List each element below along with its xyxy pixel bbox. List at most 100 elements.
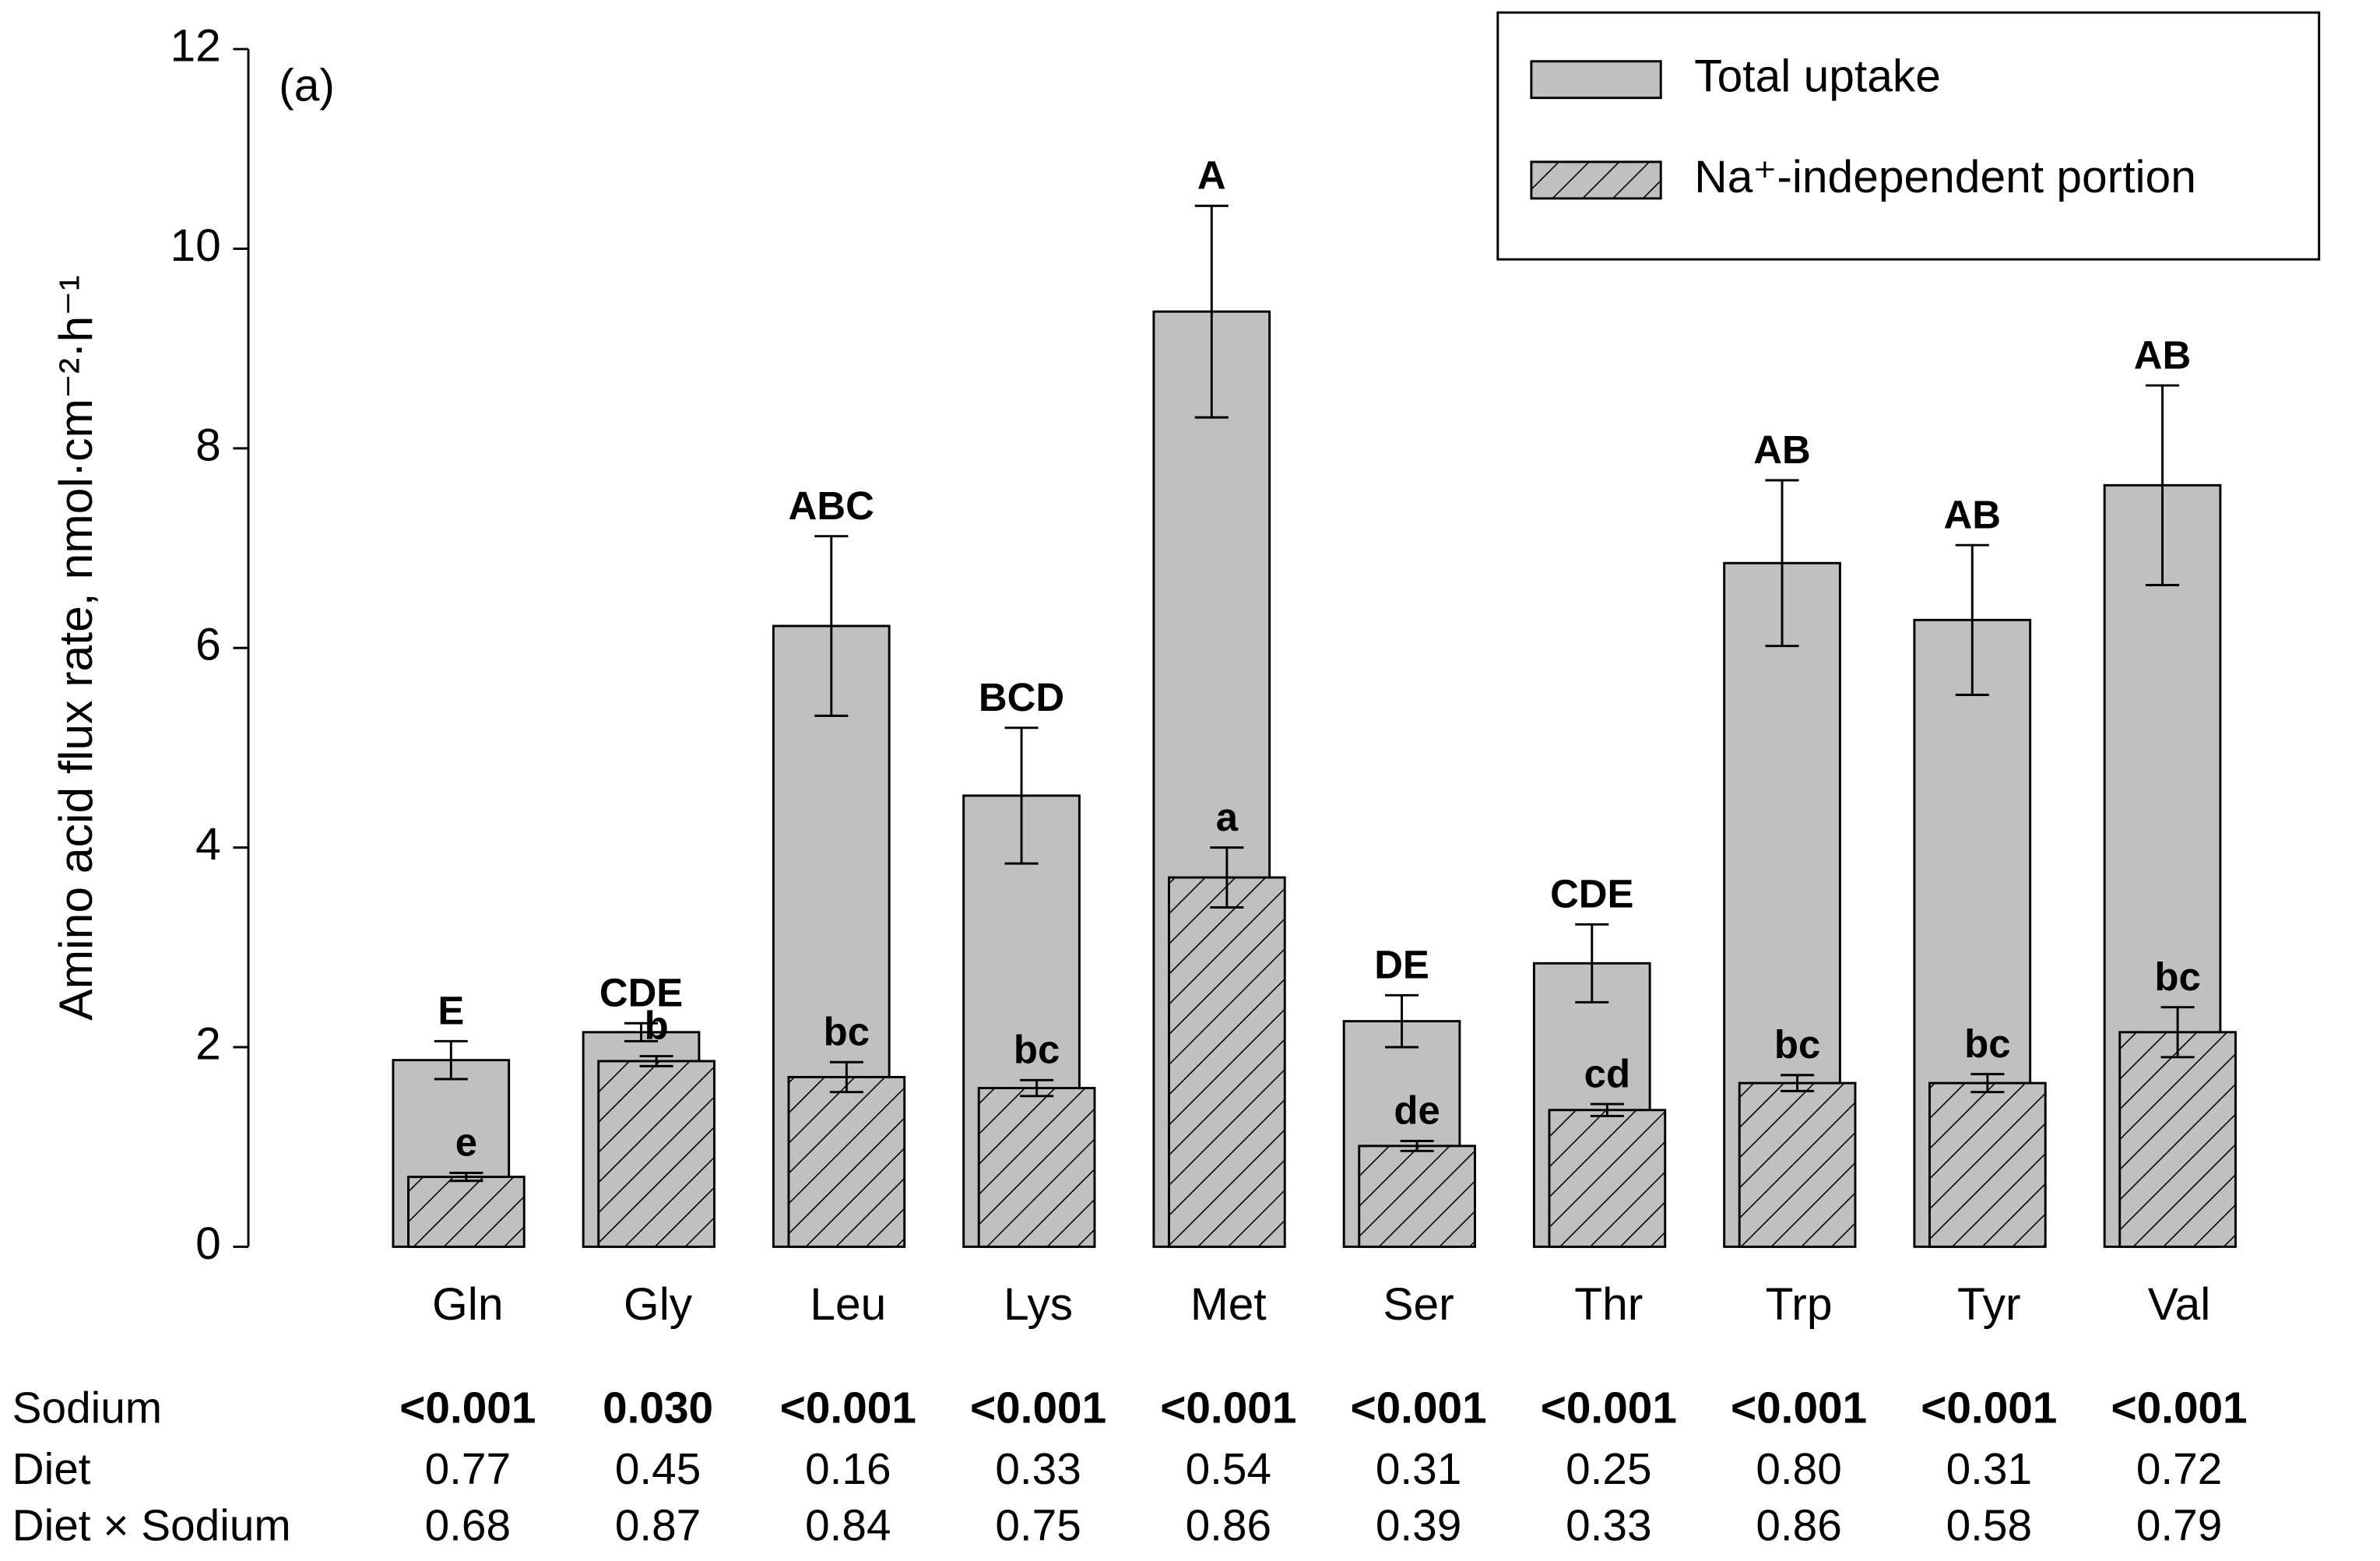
bar bbox=[407, 1176, 526, 1248]
x-tick-label: Met bbox=[1190, 1279, 1267, 1330]
table-cell: 0.75 bbox=[995, 1501, 1081, 1550]
y-tick-label: 2 bbox=[195, 1019, 221, 1070]
significance-letter: de bbox=[1394, 1088, 1440, 1133]
table-cell: 0.84 bbox=[805, 1501, 891, 1550]
x-tick-label: Thr bbox=[1574, 1279, 1643, 1330]
error-bar bbox=[1004, 726, 1039, 865]
y-tick-label: 0 bbox=[195, 1218, 221, 1269]
error-bar bbox=[1590, 1102, 1624, 1117]
significance-letter: b bbox=[645, 1004, 669, 1048]
significance-letter: bc bbox=[1014, 1028, 1060, 1072]
table-cell: <0.001 bbox=[780, 1384, 916, 1433]
significance-letter: bc bbox=[1964, 1021, 2010, 1066]
table-cell: 0.54 bbox=[1186, 1445, 1271, 1494]
error-bar bbox=[449, 1172, 483, 1183]
legend-label: Na⁺-independent portion bbox=[1694, 152, 2196, 202]
table-cell: 0.31 bbox=[1946, 1445, 2032, 1494]
bar bbox=[2118, 1031, 2237, 1248]
bar bbox=[977, 1087, 1096, 1248]
x-tick-label: Leu bbox=[810, 1279, 886, 1330]
table-cell: 0.33 bbox=[1566, 1501, 1651, 1550]
y-axis-title: Amino acid flux rate, nmol·cm⁻²·h⁻¹ bbox=[49, 276, 102, 1021]
x-tick-label: Ser bbox=[1383, 1279, 1454, 1330]
significance-letter: ABC bbox=[789, 483, 874, 528]
table-row-label: Diet × Sodium bbox=[12, 1501, 291, 1550]
bar bbox=[1928, 1081, 2047, 1248]
significance-letter: AB bbox=[1944, 492, 2001, 536]
significance-letter: A bbox=[1197, 153, 1226, 198]
error-bar bbox=[1575, 923, 1609, 1004]
table-cell: 0.68 bbox=[425, 1501, 511, 1550]
table-cell: <0.001 bbox=[970, 1384, 1106, 1433]
error-bar bbox=[434, 1039, 468, 1081]
table-cell: <0.001 bbox=[1921, 1384, 2057, 1433]
table-cell: 0.030 bbox=[603, 1384, 713, 1433]
y-tick-label: 6 bbox=[195, 620, 221, 670]
panel-label: (a) bbox=[279, 60, 335, 111]
table-cell: <0.001 bbox=[1541, 1384, 1677, 1433]
table-cell: 0.72 bbox=[2136, 1445, 2222, 1494]
legend-swatch bbox=[1530, 160, 1662, 200]
error-bar bbox=[2160, 1006, 2195, 1059]
x-tick-label: Gln bbox=[432, 1279, 503, 1330]
y-tick-label: 12 bbox=[170, 21, 220, 72]
bar bbox=[787, 1075, 906, 1248]
table-row-label: Diet bbox=[12, 1445, 91, 1494]
significance-letter: AB bbox=[1753, 427, 1810, 472]
bar bbox=[1738, 1081, 1857, 1248]
bar bbox=[1358, 1144, 1476, 1248]
x-tick-label: Lys bbox=[1004, 1279, 1073, 1330]
table-cell: 0.39 bbox=[1376, 1501, 1461, 1550]
table-cell: 0.86 bbox=[1756, 1501, 1841, 1550]
y-tick-label: 4 bbox=[195, 819, 221, 870]
y-tick-label: 8 bbox=[195, 420, 221, 470]
table-cell: 0.80 bbox=[1756, 1445, 1841, 1494]
legend-swatch bbox=[1530, 60, 1662, 100]
table-cell: <0.001 bbox=[1350, 1384, 1486, 1433]
error-bar bbox=[1765, 479, 1799, 648]
table-cell: 0.79 bbox=[2136, 1501, 2222, 1550]
table-row-label: Sodium bbox=[12, 1384, 162, 1433]
significance-letter: AB bbox=[2134, 332, 2191, 377]
x-tick-label: Val bbox=[2148, 1279, 2211, 1330]
error-bar bbox=[639, 1055, 673, 1067]
table-cell: <0.001 bbox=[2111, 1384, 2247, 1433]
significance-letter: bc bbox=[2154, 955, 2200, 999]
error-bar bbox=[1194, 204, 1229, 419]
legend-label: Total uptake bbox=[1694, 51, 1941, 102]
table-cell: 0.16 bbox=[805, 1445, 891, 1494]
error-bar bbox=[1020, 1078, 1054, 1098]
table-cell: 0.87 bbox=[615, 1501, 701, 1550]
significance-letter: E bbox=[438, 989, 464, 1033]
significance-letter: bc bbox=[1774, 1022, 1820, 1067]
error-bar bbox=[2145, 384, 2180, 586]
x-tick-label: Trp bbox=[1766, 1279, 1833, 1330]
error-bar bbox=[624, 1021, 659, 1042]
table-cell: 0.45 bbox=[615, 1445, 701, 1494]
table-cell: 0.33 bbox=[995, 1445, 1081, 1494]
bar bbox=[1168, 876, 1286, 1248]
error-bar bbox=[814, 535, 849, 717]
table-cell: 0.25 bbox=[1566, 1445, 1651, 1494]
significance-letter: a bbox=[1216, 795, 1239, 839]
significance-letter: CDE bbox=[1550, 872, 1633, 916]
error-bar bbox=[1970, 1073, 2005, 1094]
error-bar bbox=[1385, 993, 1419, 1049]
legend-box bbox=[1496, 11, 2321, 261]
significance-letter: BCD bbox=[979, 675, 1064, 719]
bar bbox=[597, 1060, 715, 1248]
significance-letter: DE bbox=[1374, 943, 1429, 987]
x-tick-label: Tyr bbox=[1957, 1279, 2021, 1330]
table-cell: <0.001 bbox=[1160, 1384, 1296, 1433]
error-bar bbox=[1781, 1074, 1815, 1092]
significance-letter: e bbox=[455, 1120, 477, 1165]
error-bar bbox=[1400, 1140, 1434, 1152]
table-cell: <0.001 bbox=[399, 1384, 536, 1433]
table-cell: 0.86 bbox=[1186, 1501, 1271, 1550]
error-bar bbox=[1955, 543, 1989, 696]
significance-letter: CDE bbox=[599, 970, 683, 1014]
y-tick-label: 10 bbox=[170, 220, 220, 271]
table-cell: 0.31 bbox=[1376, 1445, 1461, 1494]
significance-letter: cd bbox=[1584, 1051, 1630, 1095]
